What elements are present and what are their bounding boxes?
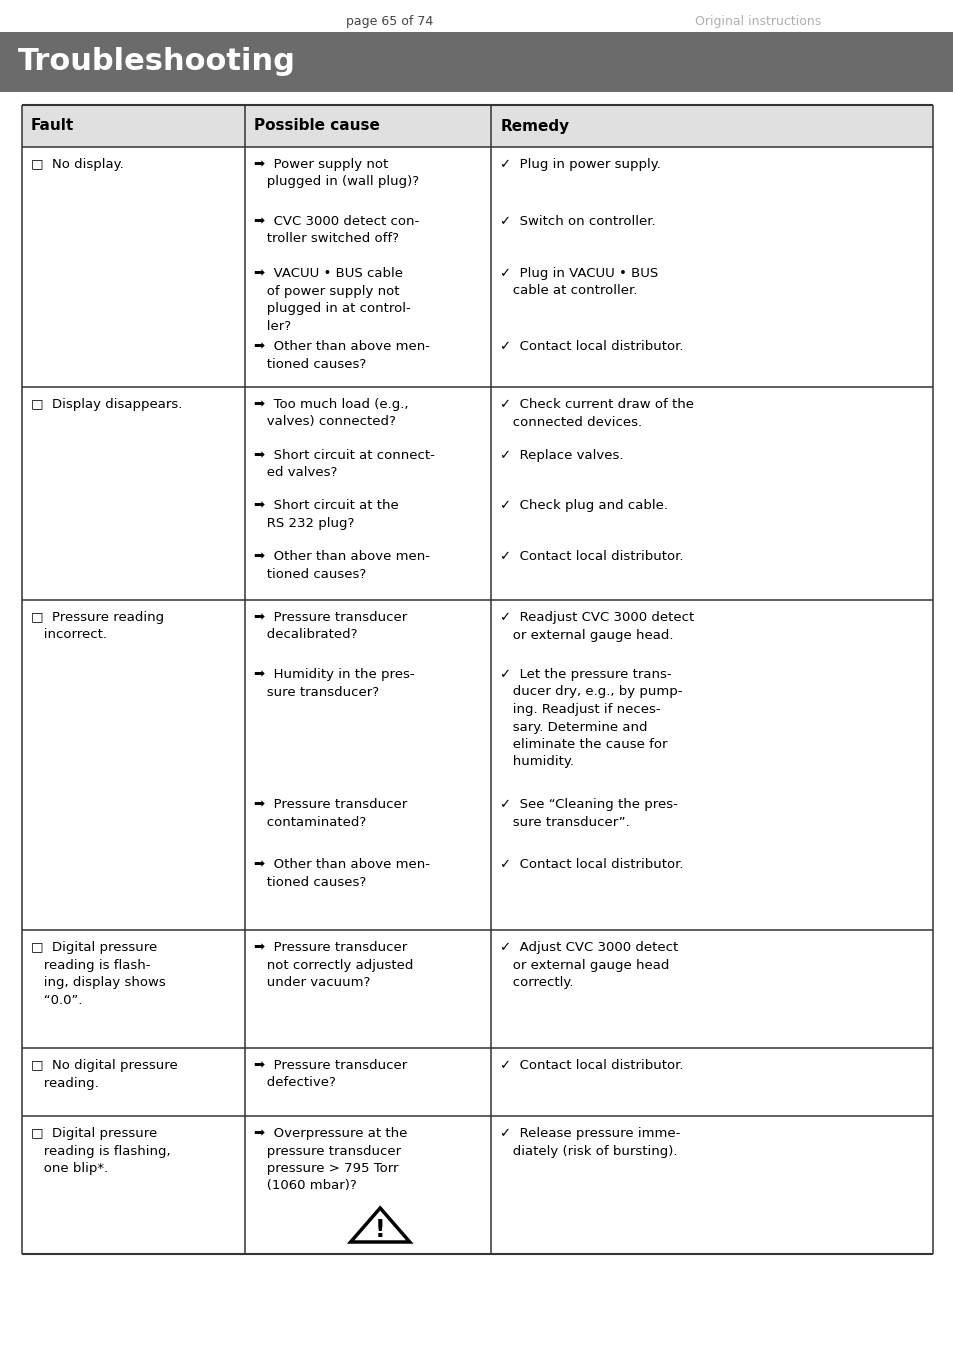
Text: Remedy: Remedy	[499, 119, 569, 134]
Text: ✓  Check plug and cable.: ✓ Check plug and cable.	[499, 500, 667, 512]
Text: ➡  Humidity in the pres-
   sure transducer?: ➡ Humidity in the pres- sure transducer?	[253, 668, 415, 698]
Text: ➡  Short circuit at the
   RS 232 plug?: ➡ Short circuit at the RS 232 plug?	[253, 500, 398, 529]
Text: !: !	[375, 1218, 385, 1242]
Text: ➡  Short circuit at connect-
   ed valves?: ➡ Short circuit at connect- ed valves?	[253, 450, 435, 479]
Text: ✓  Contact local distributor.: ✓ Contact local distributor.	[499, 549, 683, 563]
Text: □  Digital pressure
   reading is flash-
   ing, display shows
   “0.0”.: □ Digital pressure reading is flash- ing…	[30, 941, 166, 1007]
Text: □  No display.: □ No display.	[30, 158, 124, 171]
Text: ✓  Replace valves.: ✓ Replace valves.	[499, 450, 623, 462]
Text: Troubleshooting: Troubleshooting	[18, 47, 295, 77]
Text: Possible cause: Possible cause	[253, 119, 379, 134]
Text: ➡  Other than above men-
   tioned causes?: ➡ Other than above men- tioned causes?	[253, 340, 430, 370]
Text: ✓  Contact local distributor.: ✓ Contact local distributor.	[499, 340, 683, 352]
Text: ➡  Pressure transducer
   decalibrated?: ➡ Pressure transducer decalibrated?	[253, 612, 407, 641]
Text: ➡  VACUU • BUS cable
   of power supply not
   plugged in at control-
   ler?: ➡ VACUU • BUS cable of power supply not …	[253, 267, 411, 332]
Text: ➡  Pressure transducer
   contaminated?: ➡ Pressure transducer contaminated?	[253, 798, 407, 829]
Bar	[0, 32, 953, 92]
Text: ✓  Plug in power supply.: ✓ Plug in power supply.	[499, 158, 660, 171]
Text: ✓  Let the pressure trans-
   ducer dry, e.g., by pump-
   ing. Readjust if nece: ✓ Let the pressure trans- ducer dry, e.g…	[499, 668, 682, 768]
Text: ✓  Contact local distributor.: ✓ Contact local distributor.	[499, 1058, 683, 1072]
Text: ➡  Power supply not
   plugged in (wall plug)?: ➡ Power supply not plugged in (wall plug…	[253, 158, 419, 189]
Text: ➡  Other than above men-
   tioned causes?: ➡ Other than above men- tioned causes?	[253, 549, 430, 580]
Text: Fault: Fault	[30, 119, 74, 134]
Text: ✓  See “Cleaning the pres-
   sure transducer”.: ✓ See “Cleaning the pres- sure transduce…	[499, 798, 678, 829]
Text: ✓  Contact local distributor.: ✓ Contact local distributor.	[499, 859, 683, 871]
Text: □  Digital pressure
   reading is flashing,
   one blip*.: □ Digital pressure reading is flashing, …	[30, 1127, 171, 1174]
Text: ✓  Plug in VACUU • BUS
   cable at controller.: ✓ Plug in VACUU • BUS cable at controlle…	[499, 267, 658, 297]
Polygon shape	[351, 1208, 410, 1242]
Text: ➡  CVC 3000 detect con-
   troller switched off?: ➡ CVC 3000 detect con- troller switched …	[253, 215, 419, 246]
Text: ➡  Pressure transducer
   not correctly adjusted
   under vacuum?: ➡ Pressure transducer not correctly adju…	[253, 941, 414, 990]
Text: □  No digital pressure
   reading.: □ No digital pressure reading.	[30, 1058, 177, 1089]
Text: ✓  Readjust CVC 3000 detect
   or external gauge head.: ✓ Readjust CVC 3000 detect or external g…	[499, 612, 694, 641]
Text: ✓  Adjust CVC 3000 detect
   or external gauge head
   correctly.: ✓ Adjust CVC 3000 detect or external gau…	[499, 941, 678, 990]
Text: ✓  Release pressure imme-
   diately (risk of bursting).: ✓ Release pressure imme- diately (risk o…	[499, 1127, 679, 1157]
Text: ➡  Other than above men-
   tioned causes?: ➡ Other than above men- tioned causes?	[253, 859, 430, 888]
Text: Original instructions: Original instructions	[695, 15, 821, 28]
Text: ➡  Too much load (e.g.,
   valves) connected?: ➡ Too much load (e.g., valves) connected…	[253, 398, 408, 428]
Bar	[22, 105, 932, 147]
Text: ➡  Overpressure at the
   pressure transducer
   pressure > 795 Torr
   (1060 mb: ➡ Overpressure at the pressure transduce…	[253, 1127, 407, 1192]
Text: ✓  Switch on controller.: ✓ Switch on controller.	[499, 215, 655, 228]
Text: □  Display disappears.: □ Display disappears.	[30, 398, 182, 410]
Text: page 65 of 74: page 65 of 74	[346, 15, 434, 28]
Text: ➡  Pressure transducer
   defective?: ➡ Pressure transducer defective?	[253, 1058, 407, 1089]
Text: ✓  Check current draw of the
   connected devices.: ✓ Check current draw of the connected de…	[499, 398, 694, 428]
Text: □  Pressure reading
   incorrect.: □ Pressure reading incorrect.	[30, 612, 164, 641]
